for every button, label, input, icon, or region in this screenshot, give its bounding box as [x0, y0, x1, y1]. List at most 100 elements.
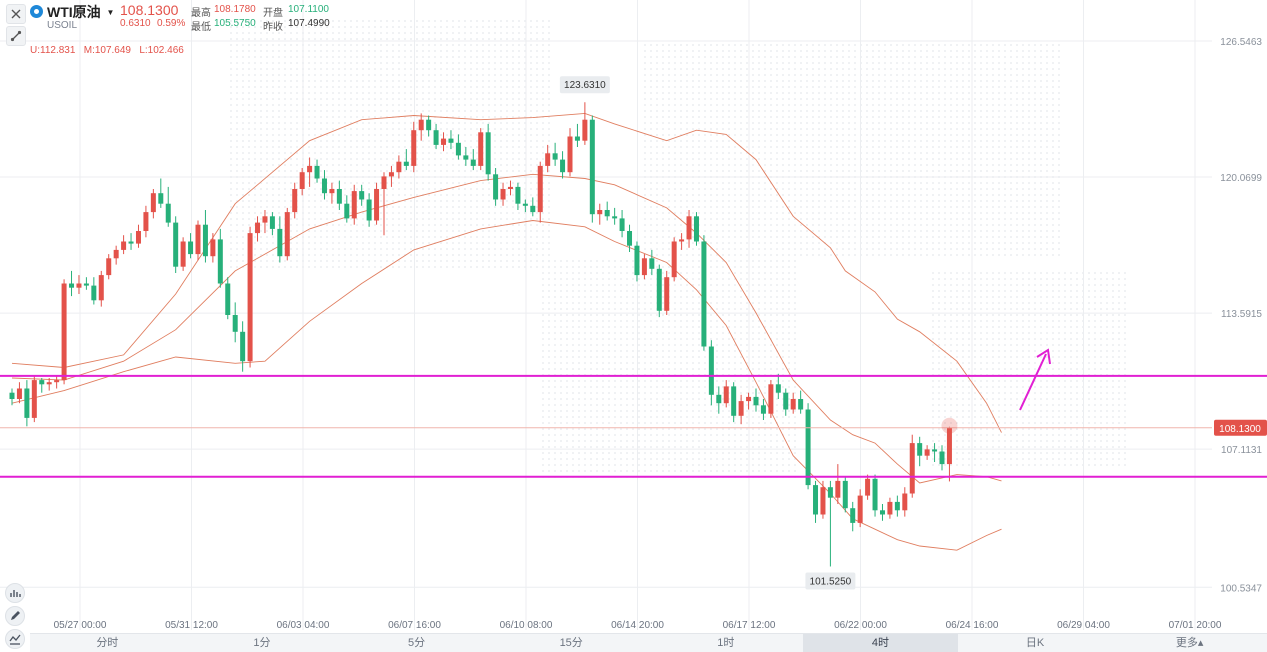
- candle-body[interactable]: [448, 138, 454, 143]
- candle-body[interactable]: [470, 159, 476, 166]
- candle-body[interactable]: [686, 216, 692, 240]
- candle-body[interactable]: [932, 449, 938, 452]
- candle-body[interactable]: [336, 189, 342, 204]
- candle-body[interactable]: [507, 186, 513, 189]
- candle-body[interactable]: [530, 205, 536, 213]
- timeframe-tab[interactable]: 1分: [253, 637, 271, 649]
- candle-body[interactable]: [924, 449, 930, 456]
- candle-body[interactable]: [165, 203, 171, 223]
- candle-body[interactable]: [775, 384, 781, 393]
- candle-body[interactable]: [798, 399, 804, 410]
- candle-body[interactable]: [403, 161, 409, 166]
- close-button[interactable]: [6, 4, 26, 24]
- candle-body[interactable]: [46, 382, 52, 385]
- symbol-selector[interactable]: WTI原油 ▼: [47, 2, 114, 22]
- candle-body[interactable]: [396, 161, 402, 173]
- candle-body[interactable]: [9, 392, 15, 399]
- candle-body[interactable]: [894, 501, 900, 511]
- candle-body[interactable]: [522, 203, 528, 206]
- timeframe-tab[interactable]: 15分: [559, 637, 583, 649]
- candle-body[interactable]: [612, 216, 618, 219]
- candle-body[interactable]: [351, 191, 357, 219]
- candle-body[interactable]: [478, 132, 484, 166]
- candle-body[interactable]: [865, 478, 871, 496]
- candle-body[interactable]: [790, 399, 796, 410]
- candle-body[interactable]: [746, 396, 752, 402]
- candle-body[interactable]: [597, 210, 603, 215]
- timeframe-tab[interactable]: 更多▴: [1175, 637, 1204, 649]
- candle-body[interactable]: [418, 119, 424, 131]
- candle-body[interactable]: [262, 216, 268, 223]
- candle-body[interactable]: [329, 189, 335, 194]
- candle-body[interactable]: [374, 189, 380, 221]
- candle-body[interactable]: [560, 159, 566, 173]
- candle-body[interactable]: [485, 132, 491, 175]
- candle-body[interactable]: [604, 210, 610, 217]
- candle-body[interactable]: [515, 186, 521, 204]
- candle-body[interactable]: [574, 136, 580, 141]
- indicator-button[interactable]: [5, 583, 25, 603]
- candle-body[interactable]: [269, 216, 275, 229]
- candle-body[interactable]: [202, 224, 208, 257]
- candle-body[interactable]: [188, 241, 194, 255]
- candle-body[interactable]: [69, 283, 75, 288]
- candle-body[interactable]: [872, 478, 878, 511]
- candle-body[interactable]: [121, 241, 127, 250]
- candle-body[interactable]: [76, 283, 82, 288]
- candle-body[interactable]: [284, 212, 290, 257]
- timeframe-tab[interactable]: 5分: [408, 637, 426, 649]
- candle-body[interactable]: [805, 409, 811, 486]
- candle-body[interactable]: [708, 346, 714, 395]
- candle-body[interactable]: [589, 119, 595, 215]
- candle-body[interactable]: [128, 241, 134, 244]
- candle-body[interactable]: [225, 283, 231, 316]
- candle-body[interactable]: [939, 451, 945, 465]
- candle-body[interactable]: [820, 487, 826, 515]
- candle-body[interactable]: [619, 218, 625, 231]
- timeframe-tab[interactable]: 1时: [717, 637, 735, 649]
- compare-button[interactable]: [5, 629, 25, 649]
- candle-body[interactable]: [24, 388, 30, 418]
- candle-body[interactable]: [299, 172, 305, 189]
- candle-body[interactable]: [16, 388, 22, 400]
- candle-body[interactable]: [917, 443, 923, 456]
- candle-body[interactable]: [91, 285, 97, 301]
- candle-body[interactable]: [664, 277, 670, 311]
- candle-body[interactable]: [731, 386, 737, 416]
- candle-body[interactable]: [656, 268, 662, 311]
- candle-body[interactable]: [83, 283, 89, 286]
- candle-body[interactable]: [247, 233, 253, 362]
- candle-body[interactable]: [693, 216, 699, 242]
- candle-body[interactable]: [441, 138, 447, 145]
- candle-body[interactable]: [39, 380, 45, 385]
- drawing-tool-button[interactable]: [6, 26, 26, 46]
- candle-body[interactable]: [173, 222, 179, 267]
- candle-body[interactable]: [545, 153, 551, 166]
- candle-body[interactable]: [98, 275, 104, 301]
- candle-body[interactable]: [582, 119, 588, 141]
- candle-body[interactable]: [455, 142, 461, 156]
- candle-body[interactable]: [292, 189, 298, 213]
- candle-body[interactable]: [314, 165, 320, 179]
- timeframe-tab[interactable]: 分时: [96, 637, 119, 649]
- candle-body[interactable]: [277, 228, 283, 257]
- candle-body[interactable]: [388, 172, 394, 177]
- candle-body[interactable]: [813, 485, 819, 515]
- candle-body[interactable]: [701, 241, 707, 347]
- candle-body[interactable]: [946, 427, 952, 465]
- candle-body[interactable]: [835, 480, 841, 498]
- candle-body[interactable]: [760, 405, 766, 414]
- candle-body[interactable]: [180, 241, 186, 267]
- candle-body[interactable]: [158, 193, 164, 204]
- candle-body[interactable]: [738, 401, 744, 416]
- candle-body[interactable]: [887, 501, 893, 515]
- candle-body[interactable]: [195, 224, 201, 255]
- candle-body[interactable]: [31, 380, 37, 418]
- timeframe-tab[interactable]: 4时: [803, 634, 958, 652]
- candle-body[interactable]: [54, 380, 60, 383]
- candle-body[interactable]: [255, 222, 261, 234]
- candle-body[interactable]: [463, 155, 469, 160]
- candle-body[interactable]: [500, 189, 506, 200]
- candle-body[interactable]: [381, 176, 387, 189]
